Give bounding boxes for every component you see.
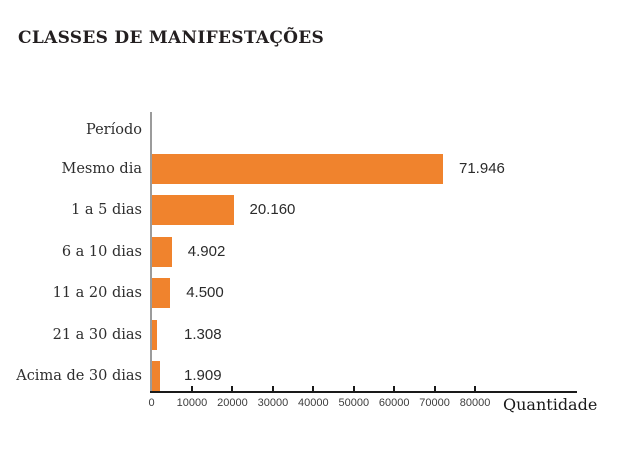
bar — [152, 195, 234, 226]
x-tick-label: 60000 — [378, 397, 410, 409]
bar — [152, 153, 443, 184]
bar-value-label: 71.946 — [459, 159, 505, 177]
chart-title: CLASSES DE MANIFESTAÇÕES — [18, 28, 325, 48]
category-label: 1 a 5 dias — [71, 202, 142, 219]
x-tick-label: 40000 — [298, 397, 329, 409]
bar-value-label: 4.902 — [187, 242, 226, 260]
bar-value-label: 1.909 — [184, 367, 222, 385]
bar — [152, 361, 160, 392]
bar — [152, 236, 172, 267]
category-label: Mesmo dia — [61, 160, 142, 177]
bar-value-label: 20.160 — [249, 201, 296, 219]
x-tick-mark — [312, 386, 315, 391]
x-axis-line — [150, 391, 577, 393]
x-tick-label: 10000 — [176, 397, 208, 409]
x-tick-mark — [271, 386, 274, 391]
x-tick-label: 20000 — [217, 397, 248, 409]
x-tick-label: 0 — [148, 397, 155, 409]
x-tick-mark — [190, 386, 193, 391]
x-tick-label: 80000 — [459, 397, 491, 409]
x-axis-title: Quantidade — [503, 395, 598, 414]
x-tick-label: 50000 — [338, 397, 370, 409]
x-tick-mark — [433, 386, 436, 391]
x-tick-mark — [352, 386, 355, 391]
x-tick-mark — [393, 386, 396, 391]
x-tick-mark — [474, 386, 477, 391]
y-axis-title: Período — [86, 122, 142, 138]
x-tick-mark — [231, 386, 234, 391]
bar-value-label: 4.500 — [186, 284, 224, 302]
category-label: Acima de 30 dias — [16, 368, 142, 385]
category-label: 11 a 20 dias — [52, 285, 142, 302]
bar — [152, 319, 158, 350]
bar-value-label: 1.308 — [184, 325, 222, 343]
y-axis-line — [150, 112, 152, 393]
x-tick-label: 70000 — [419, 397, 450, 409]
category-label: 21 a 30 dias — [52, 326, 142, 343]
x-tick-label: 30000 — [257, 397, 289, 409]
bar — [152, 278, 171, 309]
category-label: 6 a 10 dias — [61, 243, 142, 260]
